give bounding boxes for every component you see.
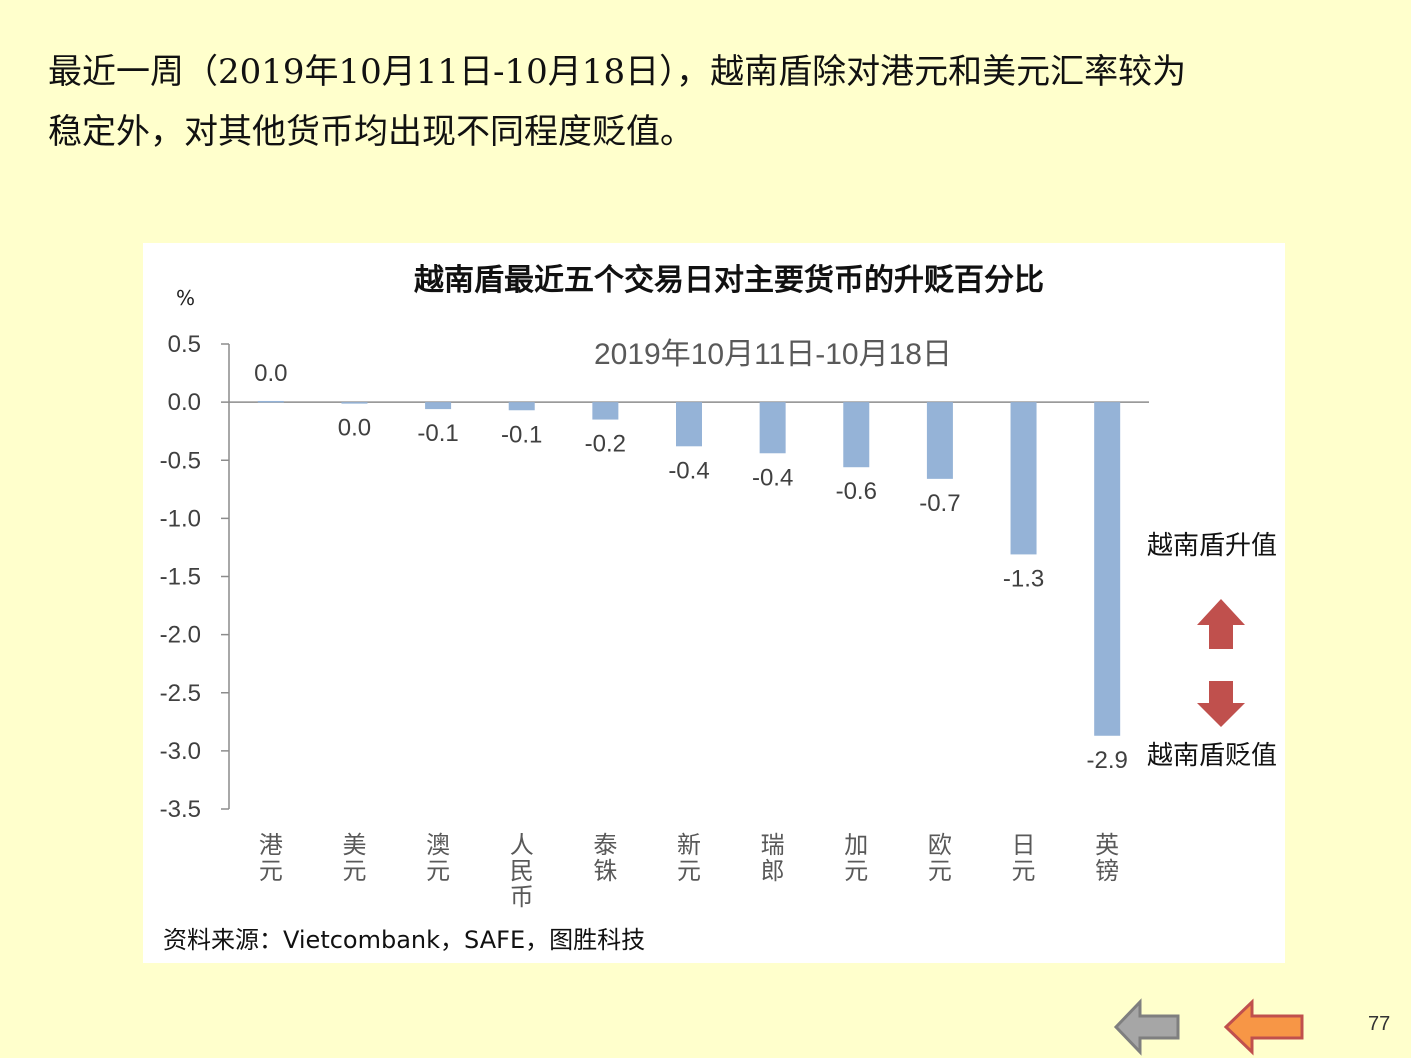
data-label: -0.1 [501, 421, 542, 448]
category-label: 美 [342, 831, 366, 859]
y-tick-label: -1.0 [160, 505, 201, 532]
bar-9 [926, 402, 953, 479]
category-label: 铢 [593, 857, 617, 885]
back-arrow-icon [1113, 998, 1180, 1056]
category-label: 元 [928, 857, 952, 885]
category-label: 瑞 [761, 831, 785, 859]
bar-11 [1094, 402, 1121, 736]
data-label: 0.0 [338, 414, 371, 441]
y-tick-label: -3.5 [160, 796, 201, 823]
data-label: -0.1 [417, 420, 458, 447]
category-label: 元 [1012, 857, 1036, 885]
bar-8 [843, 402, 870, 468]
category-label: 币 [510, 883, 534, 911]
chart-panel: 越南盾最近五个交易日对主要货币的升贬百分比 % 2019年10月11日-10月1… [143, 243, 1285, 963]
category-label: 元 [342, 857, 366, 885]
data-label: -0.7 [919, 490, 960, 517]
y-tick-label: -3.0 [160, 738, 201, 765]
chart-title: 越南盾最近五个交易日对主要货币的升贬百分比 [414, 263, 1044, 298]
bar-1 [257, 400, 284, 403]
intro-text: 最近一周（2019年10月11日-10月18日），越南盾除对港元和美元汇率较为 … [48, 42, 1378, 162]
legend-up-label: 越南盾升值 [1147, 531, 1278, 561]
y-tick-label: 0.5 [168, 331, 201, 358]
category-label: 人 [510, 831, 534, 859]
bar-7 [759, 402, 786, 454]
data-label: -0.2 [585, 431, 626, 458]
legend-down-label: 越南盾贬值 [1147, 741, 1278, 771]
category-label: 元 [677, 857, 701, 885]
y-tick-label: -2.0 [160, 622, 201, 649]
y-tick-label: -1.5 [160, 564, 201, 591]
left-arrow-icon [1223, 998, 1304, 1056]
y-tick-label: -2.5 [160, 680, 201, 707]
category-label: 郎 [761, 857, 785, 885]
page-number: 77 [1368, 1013, 1391, 1035]
bar-5 [592, 402, 619, 420]
data-label: -0.4 [752, 464, 793, 491]
category-label: 港 [259, 831, 283, 859]
intro-line-1: 最近一周（2019年10月11日-10月18日），越南盾除对港元和美元汇率较为 [48, 52, 1187, 92]
data-label: 0.0 [254, 360, 287, 387]
data-label: -2.9 [1087, 747, 1128, 774]
up-arrow-icon [1197, 599, 1245, 649]
intro-line-2: 稳定外，对其他货币均出现不同程度贬值。 [48, 112, 694, 152]
y-tick-label: -0.5 [160, 447, 201, 474]
category-label: 英 [1095, 831, 1119, 859]
category-label: 日 [1012, 831, 1036, 859]
category-label: 新 [677, 831, 701, 859]
source-note: 资料来源：Vietcombank，SAFE，图胜科技 [163, 926, 646, 954]
category-label: 民 [510, 857, 534, 885]
bar-chart: 0.50.0-0.5-1.0-1.5-2.0-2.5-3.0-3.50.0港元0… [160, 331, 1149, 911]
down-arrow-icon [1197, 681, 1245, 727]
category-label: 元 [426, 857, 450, 885]
category-label: 元 [844, 857, 868, 885]
bar-2 [341, 402, 368, 404]
category-label: 镑 [1095, 857, 1119, 885]
category-label: 泰 [593, 831, 617, 859]
legend-arrows [1197, 599, 1245, 727]
bar-3 [425, 402, 452, 410]
y-tick-label: 0.0 [168, 389, 201, 416]
y-unit-label: % [176, 286, 196, 310]
category-label: 欧 [928, 831, 952, 859]
bar-4 [508, 402, 535, 411]
chart-subtitle: 2019年10月11日-10月18日 [594, 338, 952, 371]
category-label: 加 [844, 831, 868, 859]
bar-6 [676, 402, 702, 447]
back-arrow-button[interactable] [1112, 998, 1184, 1056]
prev-page-button[interactable] [1222, 998, 1308, 1056]
category-label: 澳 [426, 831, 450, 859]
data-label: -0.4 [668, 457, 709, 484]
data-label: -1.3 [1003, 565, 1044, 592]
bar-10 [1010, 402, 1037, 555]
data-label: -0.6 [836, 478, 877, 505]
category-label: 元 [259, 857, 283, 885]
